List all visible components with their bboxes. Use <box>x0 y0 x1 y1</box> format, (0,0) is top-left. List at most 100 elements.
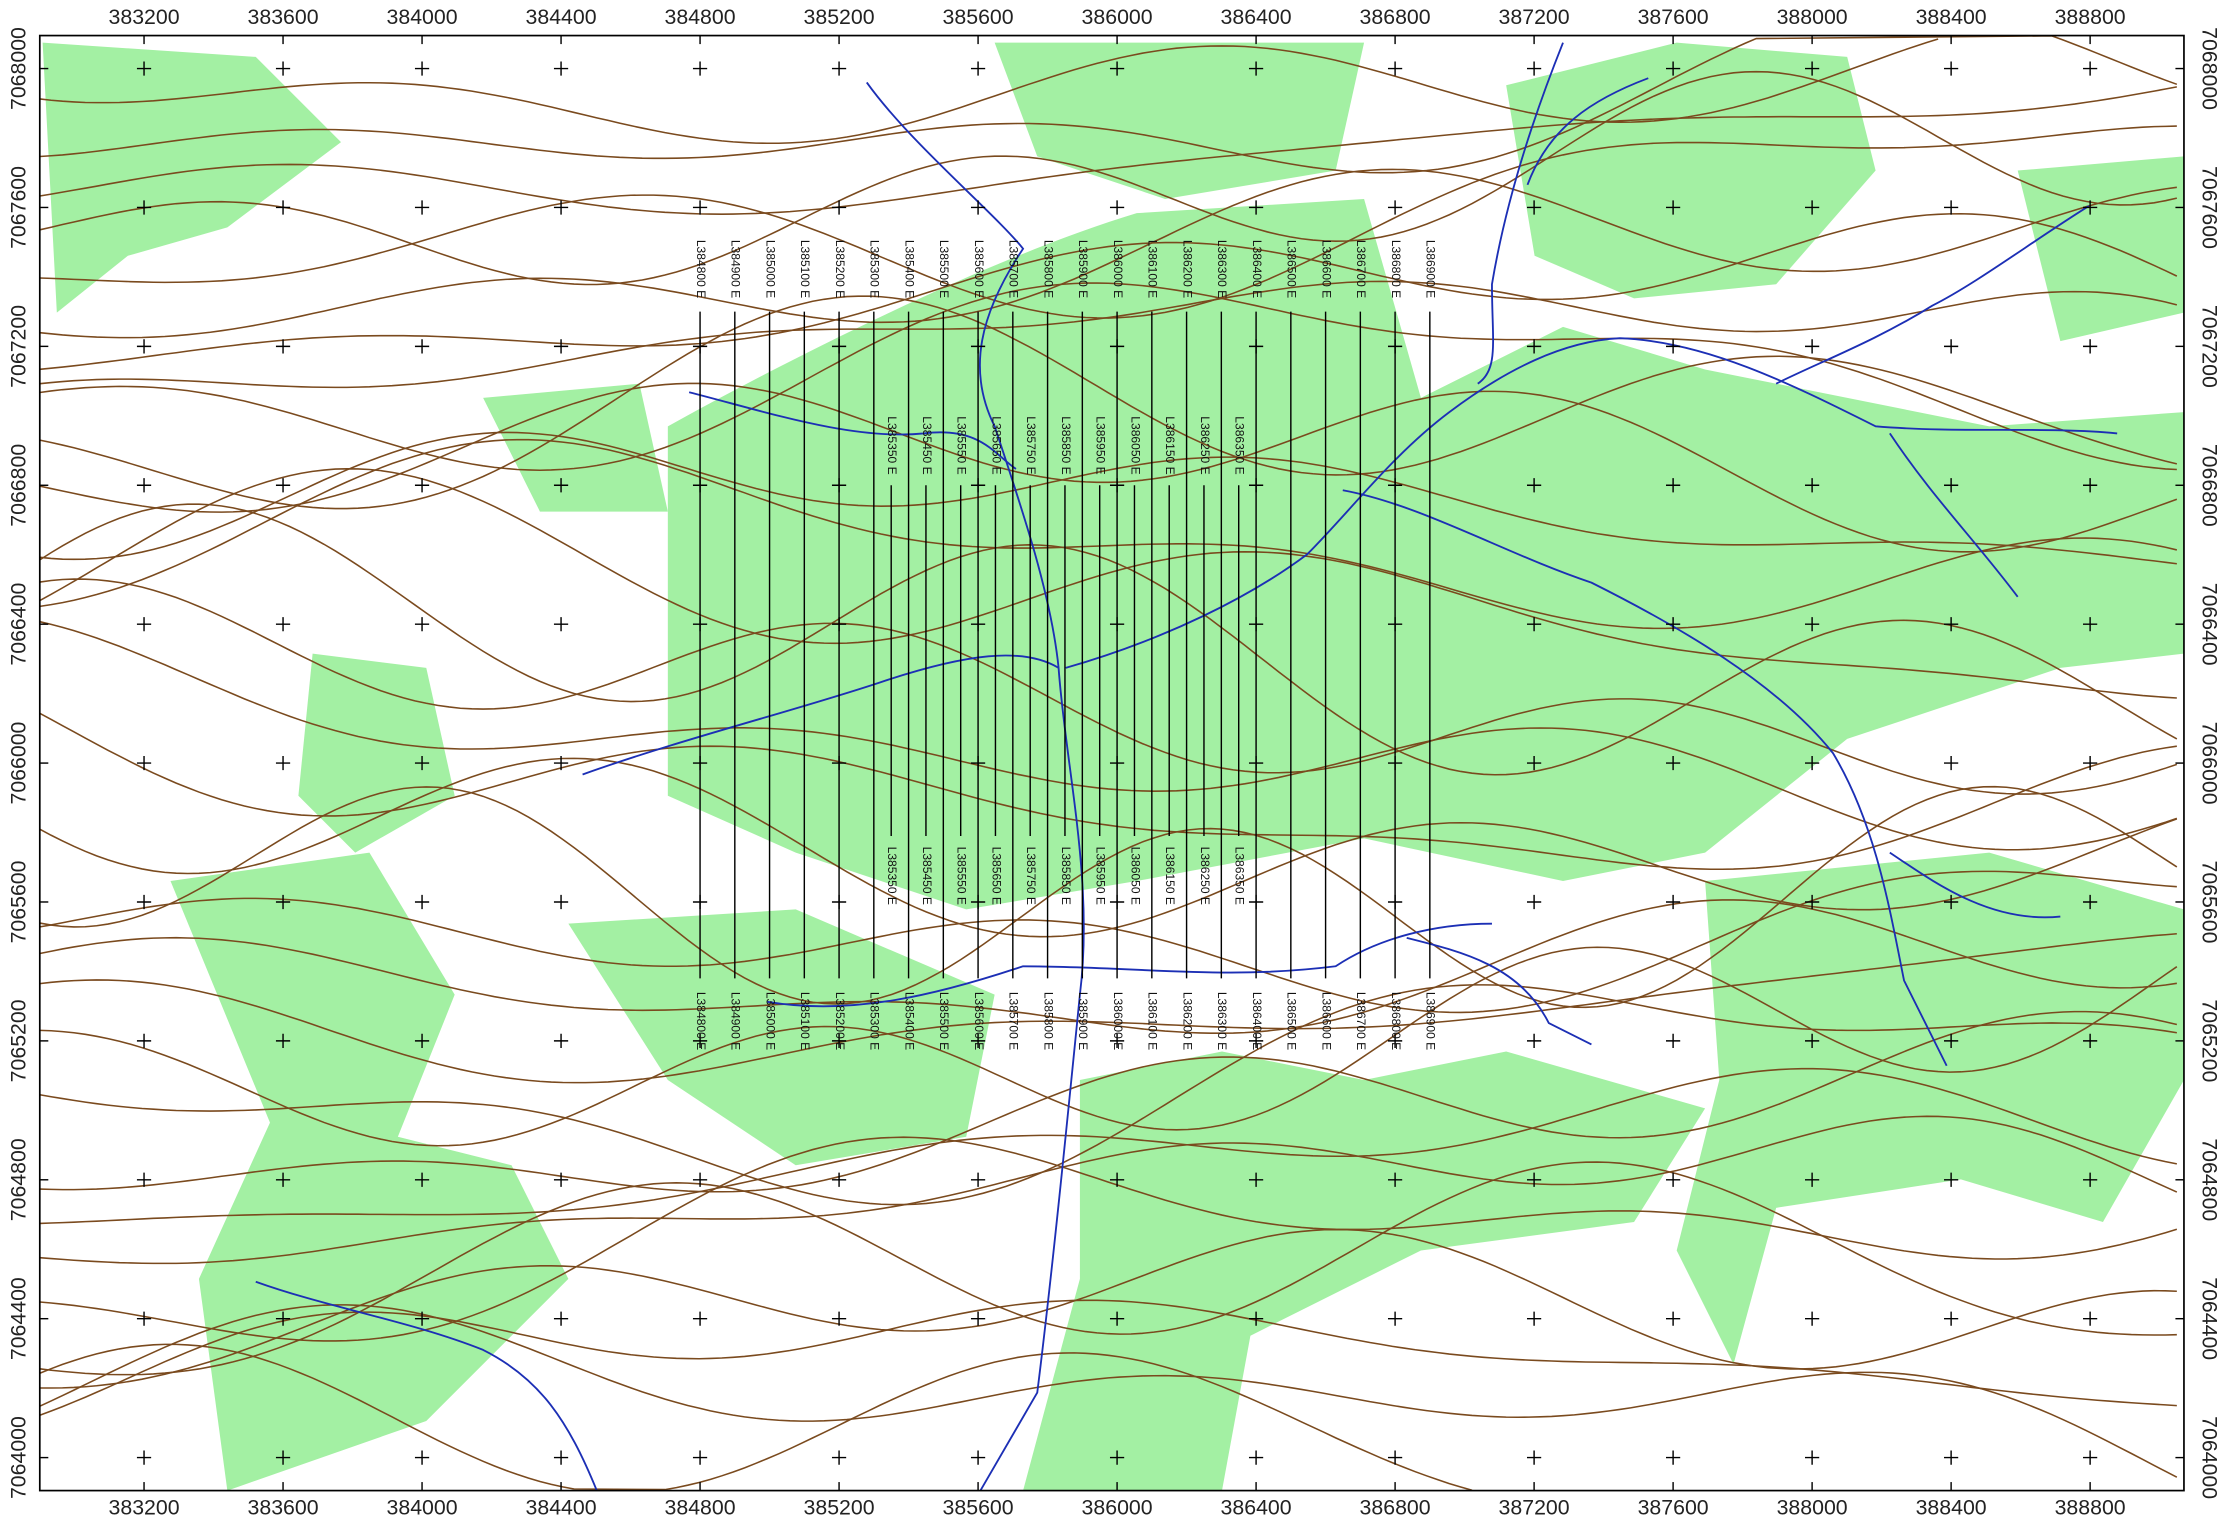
grid-cross <box>553 478 569 493</box>
contour <box>39 1010 2178 1193</box>
vegetation-area <box>42 42 342 313</box>
grid-cross <box>275 61 291 76</box>
grid-cross <box>1665 61 1681 76</box>
contour <box>39 899 2177 1034</box>
contour <box>39 431 2177 565</box>
x-tick-label: 386800 <box>1360 5 1431 29</box>
survey-line-label: L385000 E <box>763 992 777 1050</box>
survey-line-label: L386250 E <box>1198 847 1212 905</box>
survey-line-label: L386900 E <box>1424 240 1438 298</box>
vegetation-area <box>667 198 2184 910</box>
survey-line-label: L385950 E <box>1094 416 1108 474</box>
grid-cross <box>1665 1172 1681 1187</box>
grid-cross <box>1665 1311 1681 1326</box>
y-tick-label: 7067200 <box>7 305 31 388</box>
contour <box>39 785 2178 1009</box>
grid-cross <box>1944 200 1959 215</box>
contour <box>39 212 2178 371</box>
grid-cross <box>136 1311 152 1326</box>
grid-cross <box>553 617 569 632</box>
grid-cross <box>1109 61 1125 76</box>
contour <box>39 438 2178 630</box>
river <box>1065 337 2118 669</box>
x-tick-label: 385200 <box>804 5 875 29</box>
contour <box>39 38 1939 145</box>
y-tick-label: 7066400 <box>7 583 31 666</box>
contour <box>39 70 2178 286</box>
y-tick-label: 7064800 <box>7 1138 31 1221</box>
grid-cross <box>2083 617 2098 632</box>
x-tick-label: 387200 <box>1499 5 1570 29</box>
survey-line-label: L385650 E <box>989 847 1003 905</box>
survey-line-label: L385350 E <box>885 847 899 905</box>
river <box>1889 432 2019 598</box>
survey-line-label: L386800 E <box>1389 992 1403 1050</box>
grid-cross <box>275 1172 291 1187</box>
grid-cross <box>414 478 430 493</box>
grid-cross <box>553 1172 569 1187</box>
grid <box>136 61 2098 1465</box>
grid-cross <box>553 200 569 215</box>
vegetation-area <box>1676 852 2184 1365</box>
grid-cross <box>1944 755 1959 771</box>
grid-cross <box>136 894 152 910</box>
contour <box>39 870 2177 1014</box>
grid-cross <box>136 200 152 215</box>
grid-cross <box>275 200 291 215</box>
contour <box>39 932 2177 1084</box>
vegetation-area <box>1023 1051 1706 1491</box>
x-tick-label: 388000 <box>1777 1496 1848 1520</box>
survey-line-label: L385450 E <box>920 416 934 474</box>
grid-cross <box>1526 1033 1542 1048</box>
grid-cross <box>1665 200 1681 215</box>
grid-cross <box>831 1311 847 1326</box>
grid-cross <box>275 1450 291 1465</box>
survey-line-label: L386700 E <box>1354 992 1368 1050</box>
x-tick-label: 386400 <box>1221 5 1292 29</box>
survey-line-label: L386600 E <box>1319 992 1333 1050</box>
contour <box>39 468 2177 699</box>
y-tick-label: 7064400 <box>2197 1277 2221 1360</box>
grid-cross <box>414 755 430 771</box>
survey-line-label: L385400 E <box>902 240 916 298</box>
vegetation-area <box>2017 156 2184 342</box>
survey-line-label: L384800 E <box>694 240 708 298</box>
river <box>1342 489 1948 1067</box>
grid-cross <box>414 200 430 215</box>
river <box>582 654 1060 776</box>
grid-cross <box>414 339 430 354</box>
survey-line-label: L386500 E <box>1285 240 1299 298</box>
y-tick-label: 7067200 <box>2197 305 2221 388</box>
survey-line-label: L385550 E <box>955 847 969 905</box>
grid-cross <box>831 1450 847 1465</box>
vegetation-area <box>298 653 455 853</box>
x-tick-label: 383200 <box>109 5 180 29</box>
grid-cross <box>1944 617 1959 632</box>
grid-cross <box>553 894 569 910</box>
survey-line-label: L386000 E <box>1111 240 1125 298</box>
grid-cross <box>275 339 291 354</box>
grid-cross <box>831 1033 847 1048</box>
grid-cross <box>831 200 847 215</box>
grid-cross <box>1944 61 1959 76</box>
survey-line-label: L385650 E <box>989 416 1003 474</box>
y-tick-label: 7065200 <box>7 999 31 1082</box>
grid-cross <box>553 755 569 771</box>
grid-cross <box>414 1033 430 1048</box>
grid-cross <box>2083 339 2098 354</box>
x-tick-label: 384800 <box>665 1496 736 1520</box>
grid-cross <box>692 1172 708 1187</box>
survey-line-label: L385100 E <box>798 992 812 1050</box>
survey-line-label: L385200 E <box>833 992 847 1050</box>
survey-line-label: L385700 E <box>1007 240 1021 298</box>
survey-line-label: L386000 E <box>1111 992 1125 1050</box>
grid-cross <box>831 61 847 76</box>
y-tick-label: 7065600 <box>2197 861 2221 944</box>
contour <box>39 578 2178 795</box>
grid-cross <box>2083 1172 2098 1187</box>
grid-cross <box>2083 1311 2098 1326</box>
grid-cross <box>2083 755 2098 771</box>
river <box>1526 77 1649 186</box>
grid-cross <box>275 894 291 910</box>
grid-cross <box>1805 339 1820 354</box>
